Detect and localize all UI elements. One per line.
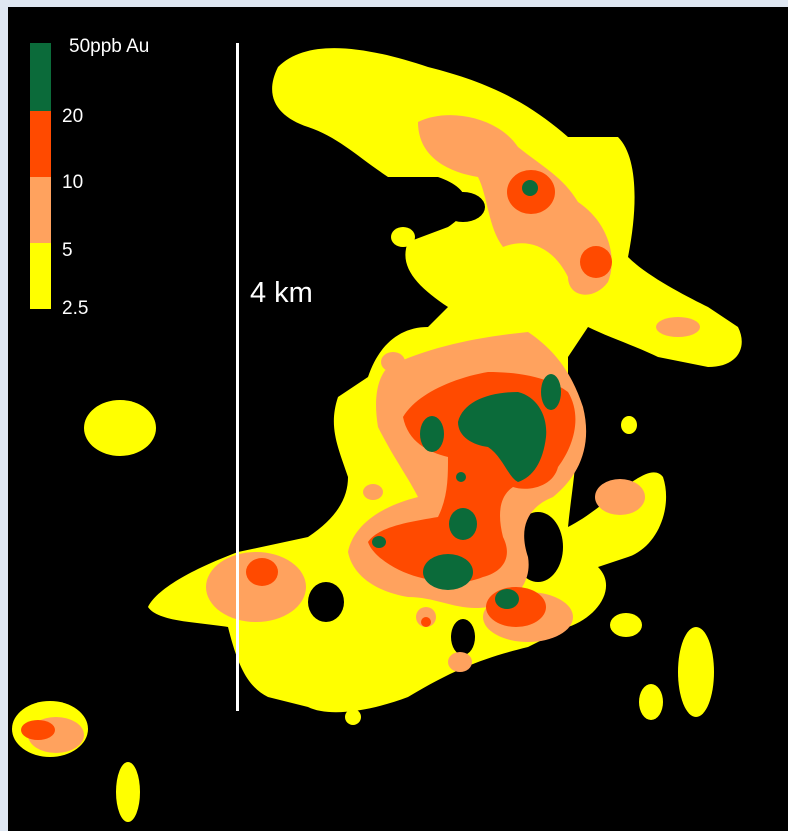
map-frame: 50ppb Au 20 10 5 2.5 4 km [8, 7, 788, 831]
contour-2-5ppb [12, 48, 742, 822]
west-salmon [206, 552, 306, 622]
gold-anomaly-map [12, 48, 742, 822]
legend-label-20: 20 [62, 106, 84, 127]
scale-label: 4 km [250, 277, 313, 309]
west-island [84, 400, 156, 456]
legend-swatch-green [30, 43, 51, 111]
legend-label-10: 10 [62, 172, 84, 193]
small-red-b [449, 468, 477, 496]
south-islet [116, 762, 140, 822]
legend-swatch-red [30, 111, 51, 177]
central-green [458, 392, 547, 482]
west-red [246, 558, 278, 586]
ne-salmon [656, 317, 700, 337]
islet-b [639, 684, 663, 720]
sw-red [21, 720, 55, 740]
green-b [541, 374, 561, 410]
small-salmon-b [448, 652, 472, 672]
green-e [372, 536, 386, 548]
legend-swatch-salmon [30, 177, 51, 243]
islet-a [610, 613, 642, 637]
contour-20ppb [372, 180, 561, 609]
small-salmon-a [381, 352, 405, 372]
scale-bar [236, 43, 239, 711]
green-c [449, 508, 477, 540]
small-red-a [421, 617, 431, 627]
legend-title: 50ppb Au [69, 36, 150, 57]
green-f [495, 589, 519, 609]
east-salmon [595, 479, 645, 515]
islet-c [621, 416, 637, 434]
green-a [420, 416, 444, 452]
legend-label-2-5: 2.5 [62, 298, 89, 319]
legend-label-5: 5 [62, 240, 73, 261]
green-g [456, 472, 466, 482]
contour-gaps [308, 192, 563, 655]
north-green [522, 180, 538, 196]
islet-d [391, 227, 415, 247]
islet-e [345, 709, 361, 725]
legend-swatch-yellow [30, 243, 51, 309]
green-d [423, 554, 473, 590]
southeast-islet [678, 627, 714, 717]
north-red-2 [580, 246, 612, 278]
small-salmon-d [363, 484, 383, 500]
